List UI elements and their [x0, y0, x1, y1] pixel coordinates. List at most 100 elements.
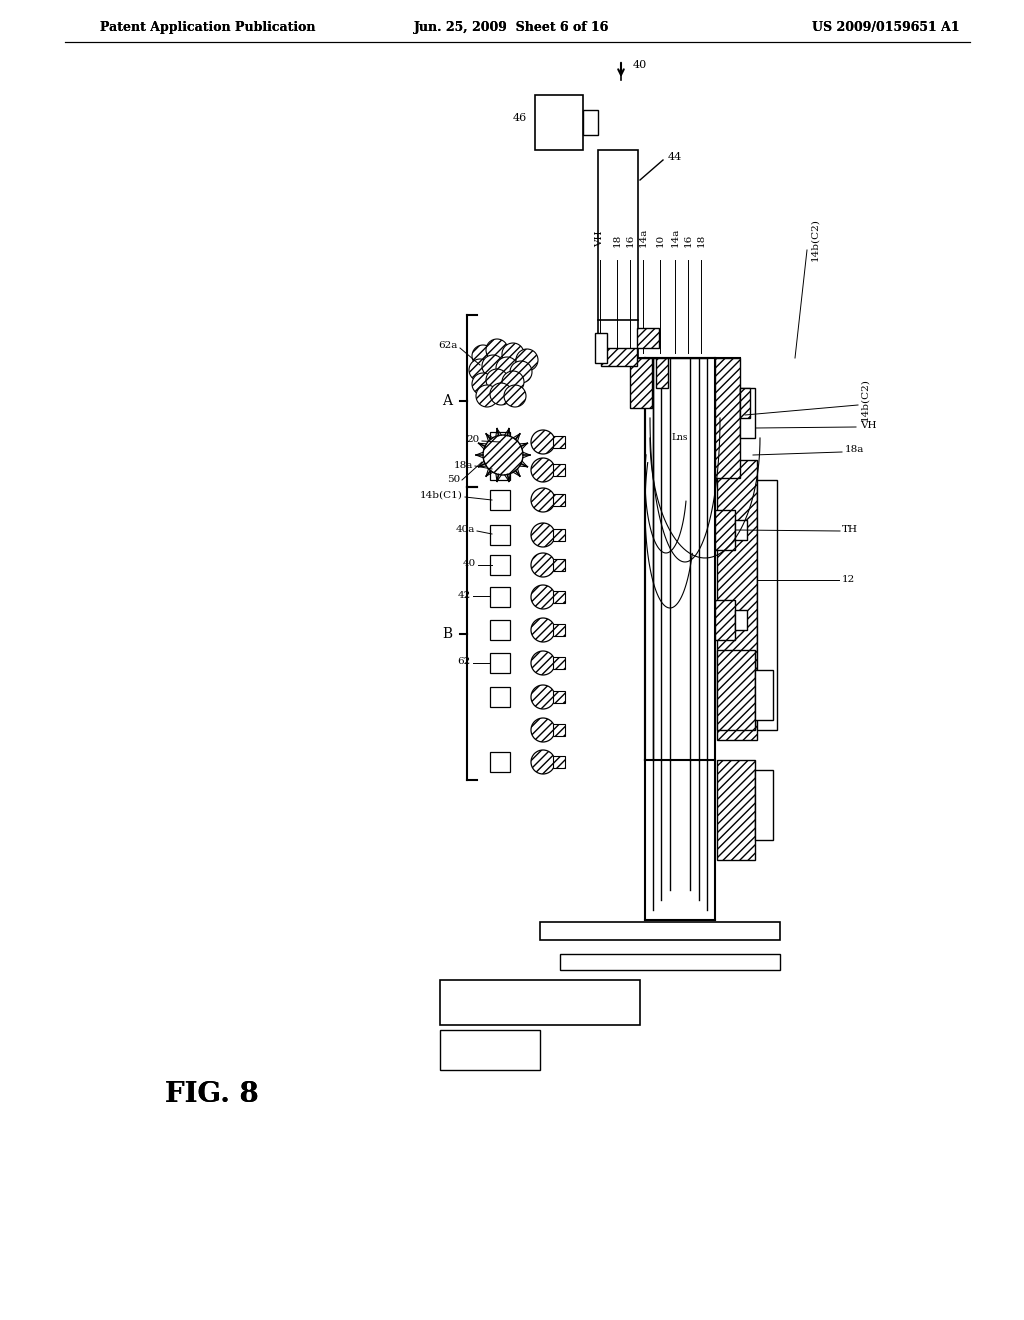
Circle shape	[531, 585, 555, 609]
Bar	[553, 690, 565, 704]
Circle shape	[472, 345, 494, 367]
Text: B: B	[442, 627, 452, 640]
Circle shape	[504, 385, 526, 407]
Text: 40a: 40a	[456, 525, 475, 535]
Bar	[757, 480, 777, 730]
Bar	[553, 494, 565, 506]
Bar	[717, 760, 755, 861]
Text: Jun. 25, 2009  Sheet 6 of 16: Jun. 25, 2009 Sheet 6 of 16	[415, 21, 609, 34]
Bar	[715, 358, 740, 478]
Bar	[595, 333, 607, 363]
Text: 18: 18	[612, 234, 622, 247]
Bar	[490, 490, 510, 510]
Circle shape	[531, 523, 555, 546]
Text: 10: 10	[655, 234, 665, 247]
Text: 18a: 18a	[454, 461, 473, 470]
Text: Lns: Lns	[672, 433, 688, 442]
Text: 16: 16	[626, 234, 635, 247]
Bar	[490, 459, 510, 480]
Text: 18: 18	[696, 234, 706, 247]
Circle shape	[510, 360, 532, 383]
Circle shape	[516, 348, 538, 371]
Circle shape	[531, 685, 555, 709]
Circle shape	[483, 436, 523, 475]
Circle shape	[486, 370, 508, 391]
Bar	[735, 610, 746, 630]
Bar	[583, 110, 598, 135]
Text: 42: 42	[458, 590, 471, 599]
Bar	[540, 921, 780, 940]
Bar	[490, 432, 510, 451]
Bar	[490, 554, 510, 576]
Text: 62a: 62a	[438, 341, 458, 350]
Bar	[755, 671, 773, 719]
Circle shape	[531, 458, 555, 482]
Bar	[630, 358, 652, 408]
Circle shape	[531, 750, 555, 774]
Bar	[740, 388, 750, 418]
Text: FIG. 8: FIG. 8	[165, 1081, 259, 1109]
Bar	[553, 529, 565, 541]
Bar	[735, 520, 746, 540]
Bar	[440, 1030, 540, 1071]
Bar	[656, 358, 668, 388]
Circle shape	[531, 488, 555, 512]
Circle shape	[496, 356, 518, 379]
Bar	[715, 601, 735, 640]
Bar	[740, 388, 755, 438]
Bar	[715, 510, 735, 550]
Circle shape	[531, 618, 555, 642]
Text: 14a: 14a	[671, 227, 680, 247]
Bar	[490, 620, 510, 640]
Text: Patent Application Publication: Patent Application Publication	[100, 21, 315, 34]
Text: 62: 62	[458, 657, 471, 667]
Text: 14b(C2): 14b(C2)	[860, 379, 869, 421]
Text: Jun. 25, 2009  Sheet 6 of 16: Jun. 25, 2009 Sheet 6 of 16	[415, 21, 609, 34]
Bar	[601, 348, 637, 366]
Bar	[553, 756, 565, 768]
Text: 46: 46	[513, 114, 527, 123]
Circle shape	[531, 651, 555, 675]
Circle shape	[531, 718, 555, 742]
Bar	[598, 150, 638, 319]
Text: US 2009/0159651 A1: US 2009/0159651 A1	[812, 21, 961, 34]
Circle shape	[531, 553, 555, 577]
Text: 40: 40	[463, 560, 476, 569]
Bar	[490, 686, 510, 708]
Text: US 2009/0159651 A1: US 2009/0159651 A1	[812, 21, 961, 34]
Circle shape	[490, 383, 512, 405]
Text: 50: 50	[446, 475, 460, 484]
Text: 14b(C1): 14b(C1)	[420, 491, 463, 499]
Text: TH: TH	[842, 525, 858, 535]
Text: 14a: 14a	[639, 227, 647, 247]
Bar	[490, 653, 510, 673]
Circle shape	[531, 430, 555, 454]
Bar	[490, 525, 510, 545]
Circle shape	[486, 339, 508, 360]
Text: 16: 16	[683, 234, 692, 247]
Text: 12: 12	[842, 576, 855, 585]
Text: 44: 44	[668, 152, 682, 162]
Bar	[553, 591, 565, 603]
Bar	[535, 95, 583, 150]
Bar	[440, 979, 640, 1026]
Text: 18a: 18a	[845, 446, 864, 454]
Bar	[553, 558, 565, 572]
Text: 20: 20	[467, 436, 480, 445]
Bar	[490, 752, 510, 772]
Bar	[637, 327, 659, 348]
Text: VH: VH	[860, 421, 877, 429]
Bar	[560, 954, 780, 970]
Bar	[553, 465, 565, 477]
Text: A: A	[442, 393, 452, 408]
Text: Patent Application Publication: Patent Application Publication	[100, 21, 315, 34]
Bar	[553, 624, 565, 636]
Bar	[755, 770, 773, 840]
Circle shape	[472, 374, 494, 395]
Circle shape	[482, 355, 504, 378]
Circle shape	[502, 371, 524, 393]
Text: 14b(C2): 14b(C2)	[810, 219, 819, 261]
Bar	[490, 587, 510, 607]
Bar	[553, 436, 565, 447]
Bar	[553, 657, 565, 669]
